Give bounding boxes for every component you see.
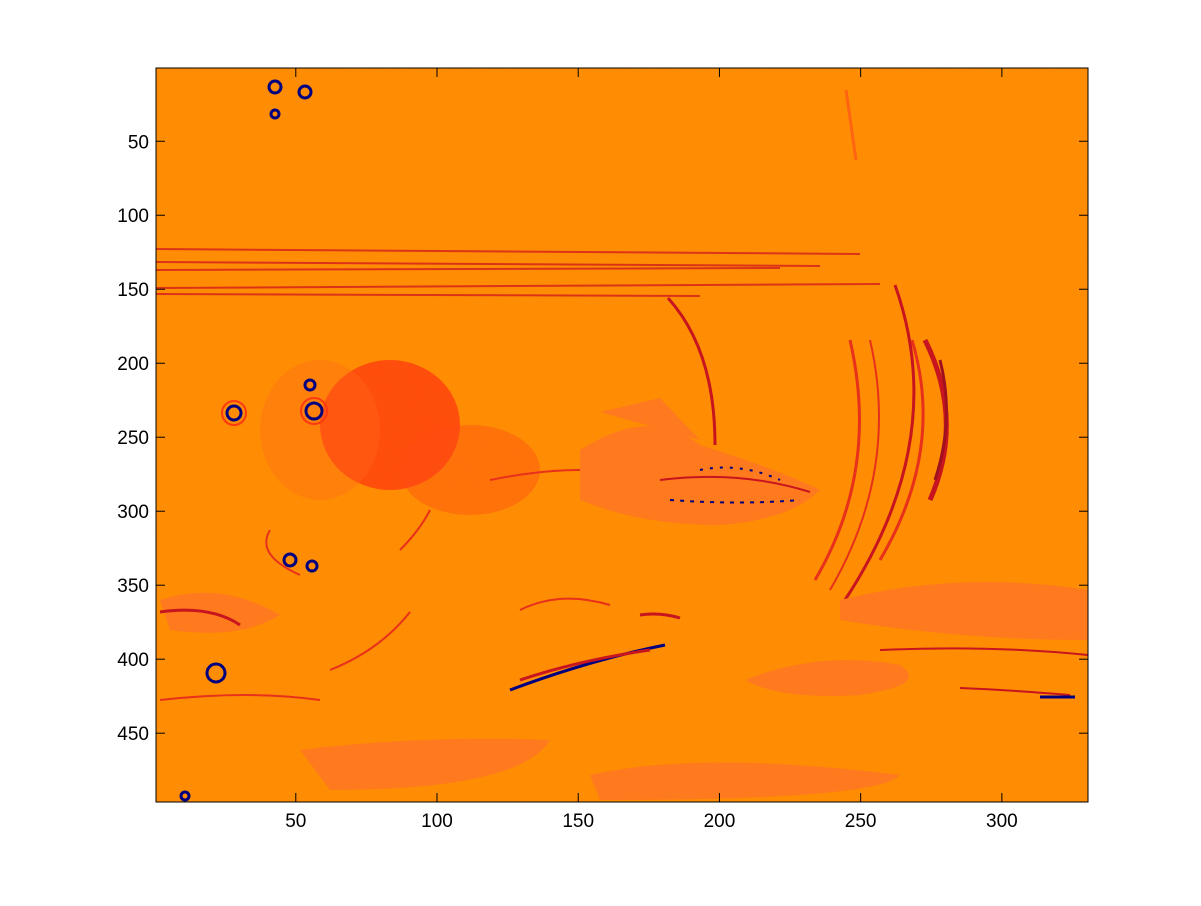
x-tick-label: 200 (704, 811, 736, 832)
fish-shape (489, 398, 820, 525)
x-axis: 50 100 150 200 250 300 (285, 68, 1018, 832)
x-tick-label: 50 (285, 811, 306, 832)
x-tick-label: 100 (421, 811, 453, 832)
bowl-arcs (813, 284, 949, 601)
y-tick-label: 50 (128, 132, 149, 153)
x-tick-label: 300 (986, 811, 1018, 832)
axes-frame (155, 67, 1089, 803)
plot-area (156, 68, 1088, 802)
x-tick-label: 150 (562, 811, 594, 832)
y-tick-label: 200 (117, 354, 149, 375)
gravel-shapes (159, 509, 1088, 800)
vertical-streak (844, 89, 858, 161)
y-tick-label: 150 (117, 280, 149, 301)
y-tick-label: 300 (117, 502, 149, 523)
reflection-blob (260, 360, 540, 515)
y-tick-label: 350 (117, 576, 149, 597)
x-tick-label: 250 (845, 811, 877, 832)
y-tick-label: 100 (117, 206, 149, 227)
y-tick-label: 250 (117, 428, 149, 449)
y-axis: 50 100 150 200 250 300 350 400 450 (117, 132, 1088, 745)
horizontal-streaks (156, 248, 881, 297)
y-tick-label: 400 (117, 650, 149, 671)
y-tick-label: 450 (117, 724, 149, 745)
bowl-inner-arc (666, 296, 717, 446)
bubbles (179, 79, 328, 802)
